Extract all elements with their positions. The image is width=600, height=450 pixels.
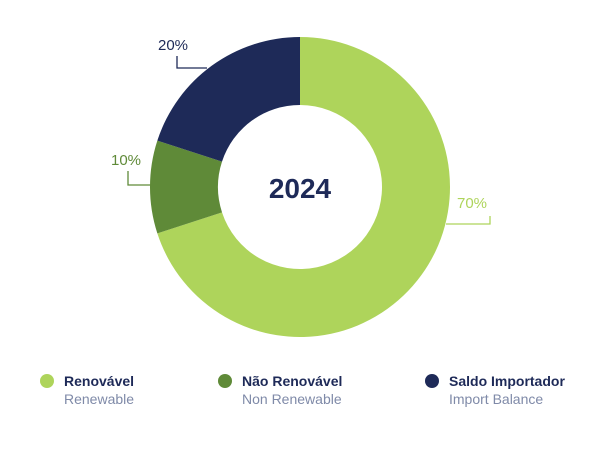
leader-line-renewable bbox=[446, 216, 491, 225]
legend-dot-icon bbox=[218, 374, 232, 388]
value-label-renewable: 70% bbox=[457, 195, 487, 212]
legend-sublabel: Import Balance bbox=[449, 391, 544, 407]
legend-label: Não Renovável bbox=[242, 373, 343, 389]
legend-label: Saldo Importador bbox=[449, 373, 565, 389]
slice-renewable bbox=[157, 37, 450, 338]
legend-item-non-renewable: Não Renovável Non Renewable bbox=[218, 372, 342, 408]
legend-label: Renovável bbox=[64, 373, 135, 389]
leader-line-non-renewable bbox=[127, 171, 156, 186]
legend-dot-icon bbox=[425, 374, 439, 388]
slice-import-balance bbox=[157, 37, 300, 162]
legend: Renovável Renewable Não Renovável Non Re… bbox=[0, 372, 600, 422]
legend-item-renewable: Renovável Renewable bbox=[40, 372, 134, 408]
legend-sublabel: Non Renewable bbox=[242, 391, 342, 407]
value-label-import-balance: 20% bbox=[158, 37, 188, 54]
slice-non-renewable bbox=[149, 140, 223, 234]
legend-dot-icon bbox=[40, 374, 54, 388]
legend-item-import-balance: Saldo Importador Import Balance bbox=[425, 372, 565, 408]
legend-sublabel: Renewable bbox=[64, 391, 135, 407]
value-label-non-renewable: 10% bbox=[111, 152, 141, 169]
leader-line-import-balance bbox=[176, 56, 207, 69]
center-year-label: 2024 bbox=[269, 173, 332, 204]
donut-chart: 70% 10% 20% 2024 bbox=[111, 37, 491, 338]
